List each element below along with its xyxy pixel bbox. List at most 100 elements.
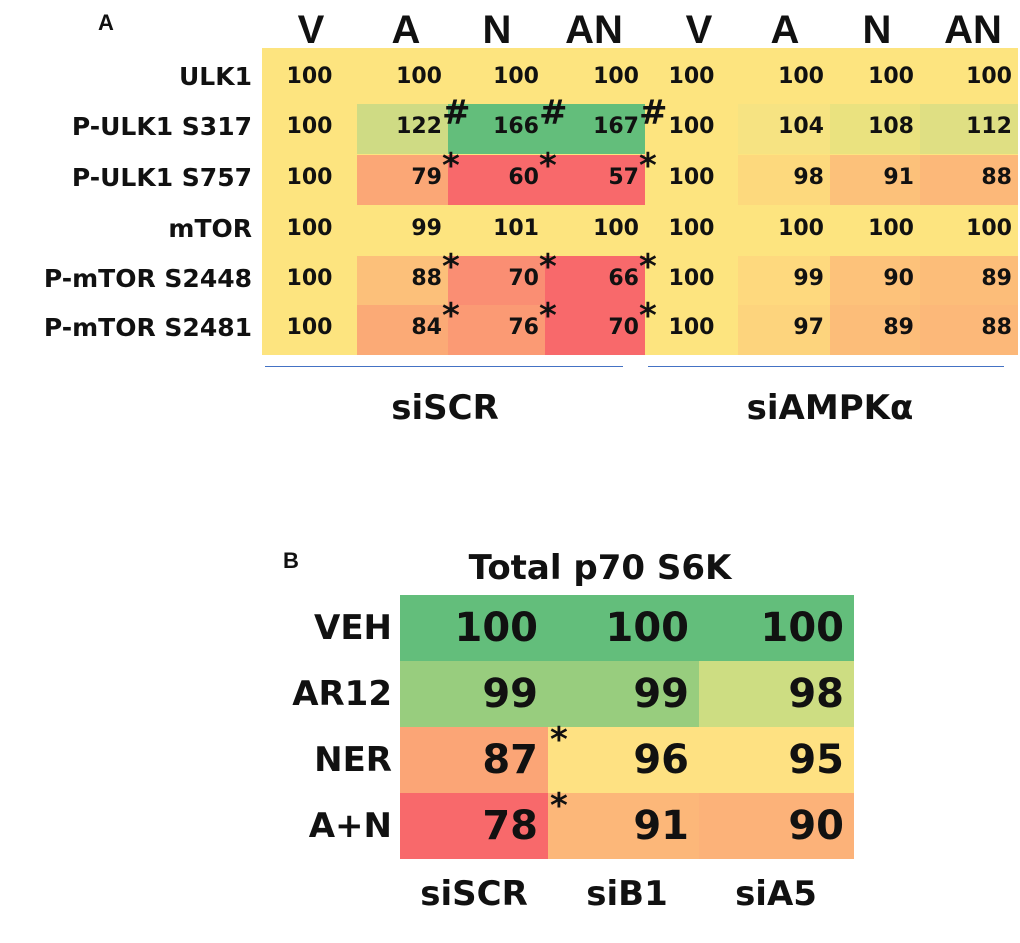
heatmap-cell: 100 <box>699 595 854 661</box>
column-header-3: AN <box>565 8 623 52</box>
row-label-5: P-mTOR S2481 <box>43 313 252 342</box>
heatmap-cell: 100 <box>357 54 448 104</box>
column-header-0: V <box>297 8 325 52</box>
heatmap-cell: 100 <box>920 54 1018 104</box>
panel-a-label: A <box>98 10 114 35</box>
heatmap-cell: 100 <box>400 595 548 661</box>
heatmap-cell: 90 <box>830 256 920 306</box>
heatmap-cell: 100 <box>262 256 357 306</box>
panel-b-heatmap: 100 100 100 99 99 98 87 96 95 78 91 90 <box>400 595 854 859</box>
heatmap-cell: 87 <box>400 727 548 793</box>
heatmap-cell: 79 <box>357 155 448 205</box>
panel-b-label: B <box>283 548 299 573</box>
heatmap-cell: 100 <box>262 104 357 154</box>
heatmap-cell: 99 <box>548 661 699 727</box>
column-header-4: V <box>685 8 713 52</box>
column-header-5: A <box>770 8 800 52</box>
heatmap-cell: 90 <box>699 793 854 859</box>
heatmap-cell: 122 <box>357 104 448 154</box>
heatmap-cell: 100 <box>262 305 357 355</box>
heatmap-cell: 89 <box>830 305 920 355</box>
heatmap-cell: 100 <box>645 305 738 355</box>
heatmap-cell: 91 <box>830 155 920 205</box>
row-label-b-2: NER <box>314 740 392 780</box>
heatmap-cell: 96 <box>548 727 699 793</box>
heatmap-cell: 100 <box>920 206 1018 256</box>
heatmap-cell: 88 <box>920 155 1018 205</box>
heatmap-cell: 88 <box>357 256 448 306</box>
heatmap-cell: 100 <box>738 206 830 256</box>
heatmap-cell: 166 <box>448 104 545 154</box>
heatmap-cell: 57 <box>545 155 645 205</box>
heatmap-cell: 98 <box>738 155 830 205</box>
heatmap-cell: 70 <box>545 305 645 355</box>
row-label-4: P-mTOR S2448 <box>43 264 252 293</box>
heatmap-cell: 99 <box>357 206 448 256</box>
heatmap-cell: 100 <box>548 595 699 661</box>
heatmap-cell: 100 <box>830 54 920 104</box>
asterisk-mark: * <box>539 146 557 186</box>
panel-b-title: Total p70 S6K <box>468 548 732 588</box>
heatmap-cell: 100 <box>645 104 738 154</box>
heatmap-cell: 99 <box>738 256 830 306</box>
column-header-b-0: siSCR <box>420 874 528 914</box>
asterisk-mark: * <box>442 146 460 186</box>
row-label-3: mTOR <box>168 214 252 243</box>
heatmap-cell: 70 <box>448 256 545 306</box>
heatmap-cell: 91 <box>548 793 699 859</box>
asterisk-mark: * <box>550 720 568 760</box>
heatmap-cell: 100 <box>645 206 738 256</box>
heatmap-cell: 104 <box>738 104 830 154</box>
row-label-1: P-ULK1 S317 <box>71 112 252 141</box>
heatmap-cell: 95 <box>699 727 854 793</box>
group-line-siampk <box>648 366 1004 367</box>
heatmap-cell: 97 <box>738 305 830 355</box>
hash-mark: # <box>639 93 668 133</box>
asterisk-mark: * <box>639 247 657 287</box>
group-line-siscr <box>265 366 623 367</box>
column-header-6: N <box>862 8 892 52</box>
asterisk-mark: * <box>539 247 557 287</box>
heatmap-cell: 98 <box>699 661 854 727</box>
heatmap-cell: 100 <box>545 54 645 104</box>
hash-mark: # <box>442 93 471 133</box>
heatmap-cell: 100 <box>645 155 738 205</box>
heatmap-cell: 100 <box>262 206 357 256</box>
asterisk-mark: * <box>442 296 460 336</box>
heatmap-cell: 78 <box>400 793 548 859</box>
row-label-b-3: A+N <box>308 806 392 846</box>
heatmap-cell: 100 <box>738 54 830 104</box>
asterisk-mark: * <box>442 247 460 287</box>
heatmap-cell: 100 <box>448 54 545 104</box>
row-label-b-0: VEH <box>314 608 392 648</box>
asterisk-mark: * <box>639 146 657 186</box>
column-header-7: AN <box>944 8 1002 52</box>
group-label-siampk: siAMPKα <box>746 388 914 428</box>
heatmap-cell: 99 <box>400 661 548 727</box>
column-header-b-2: siA5 <box>735 874 817 914</box>
row-label-b-1: AR12 <box>292 674 392 714</box>
heatmap-cell: 100 <box>545 206 645 256</box>
asterisk-mark: * <box>639 296 657 336</box>
heatmap-cell: 88 <box>920 305 1018 355</box>
row-label-0: ULK1 <box>179 62 252 91</box>
heatmap-cell: 66 <box>545 256 645 306</box>
heatmap-cell: 100 <box>262 155 357 205</box>
panel-a-heatmap: 100 100 100 100 100 100 100 100 100 122 166 167 100 1… <box>262 48 1018 355</box>
heatmap-cell: 89 <box>920 256 1018 306</box>
heatmap-cell: 84 <box>357 305 448 355</box>
heatmap-cell: 101 <box>448 206 545 256</box>
heatmap-cell: 76 <box>448 305 545 355</box>
column-header-b-1: siB1 <box>586 874 668 914</box>
asterisk-mark: * <box>550 786 568 826</box>
heatmap-cell: 100 <box>830 206 920 256</box>
row-label-2: P-ULK1 S757 <box>71 163 252 192</box>
heatmap-cell: 112 <box>920 104 1018 154</box>
hash-mark: # <box>539 93 568 133</box>
column-header-2: N <box>482 8 512 52</box>
heatmap-cell: 167 <box>545 104 645 154</box>
asterisk-mark: * <box>539 296 557 336</box>
heatmap-cell: 100 <box>645 54 738 104</box>
heatmap-cell: 100 <box>645 256 738 306</box>
column-header-1: A <box>391 8 421 52</box>
